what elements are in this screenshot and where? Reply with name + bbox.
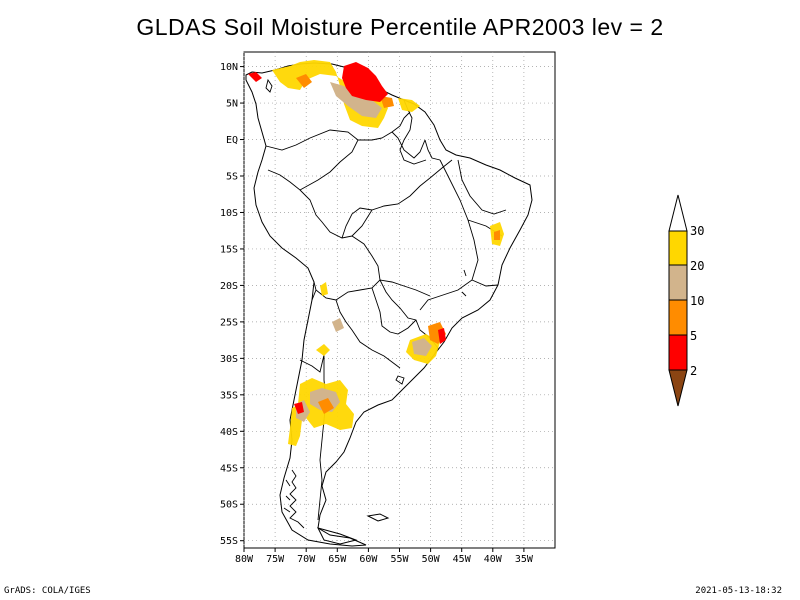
soil-moisture-shading xyxy=(248,60,504,446)
colorbar-label-5: 5 xyxy=(690,329,697,343)
y-tick-label: EQ xyxy=(226,135,238,146)
continent-coastline xyxy=(245,62,533,547)
shading-10-20-southern-brazil xyxy=(412,338,432,356)
y-tick-label: 45S xyxy=(220,463,238,474)
chile-archipelago xyxy=(283,469,305,529)
x-tick-label: 75W xyxy=(266,554,285,565)
lake-maracaibo xyxy=(265,78,273,93)
y-tick-label: 10N xyxy=(220,62,238,73)
colorbar-label-20: 20 xyxy=(690,259,704,273)
x-tick-label: 70W xyxy=(297,554,316,565)
shading-20-30-guiana-east xyxy=(398,98,420,112)
x-tick-label: 60W xyxy=(359,554,378,565)
x-tick-label: 80W xyxy=(235,554,254,565)
colorbar: 30 20 10 5 2 xyxy=(668,194,704,407)
country-borders xyxy=(265,99,507,521)
shading-2-5-venezuela-coast xyxy=(248,72,262,82)
colorbar-label-2: 2 xyxy=(690,364,697,378)
y-tick-label: 25S xyxy=(220,317,238,328)
colorbar-segment-2-5 xyxy=(668,334,688,371)
y-tick-label: 5S xyxy=(226,172,238,183)
shading-5-10-bahia xyxy=(494,230,500,240)
colorbar-label-30: 30 xyxy=(690,224,704,238)
y-tick-label: 50S xyxy=(220,500,238,511)
colorbar-segment-5-10 xyxy=(668,299,688,336)
y-tick-label: 30S xyxy=(220,354,238,365)
longitude-tick-labels: 80W 75W 70W 65W 60W 55W 50W 45W 40W 35W xyxy=(235,548,534,565)
x-tick-label: 45W xyxy=(453,554,472,565)
shading-2-5-venezuela xyxy=(342,62,388,102)
y-tick-label: 35S xyxy=(220,390,238,401)
shading-20-30-northwest-argentina xyxy=(316,344,330,356)
shading-2-5-southern-brazil xyxy=(438,328,446,344)
y-tick-label: 10S xyxy=(220,208,238,219)
footer-credit: GrADS: COLA/IGES xyxy=(4,586,91,596)
shading-2-5-central-chile xyxy=(294,402,304,414)
footer-timestamp: 2021-05-13-18:32 xyxy=(695,586,782,596)
lake-features xyxy=(395,269,467,385)
latitude-tick-labels: 10N 5N EQ 5S 10S 15S 20S 25S 30S 35S 40S 45S 50S 55S xyxy=(220,62,244,547)
y-tick-label: 20S xyxy=(220,281,238,292)
x-tick-label: 50W xyxy=(422,554,441,565)
colorbar-bottom-triangle xyxy=(668,369,688,407)
y-tick-label: 15S xyxy=(220,244,238,255)
falkland-islands xyxy=(366,513,390,522)
map-title: GLDAS Soil Moisture Percentile APR2003 l… xyxy=(136,14,664,40)
x-tick-label: 65W xyxy=(328,554,347,565)
colorbar-segment-10-20 xyxy=(668,264,688,301)
y-tick-label: 55S xyxy=(220,536,238,547)
shading-5-10-central-argentina xyxy=(318,398,334,414)
shading-5-10-guiana xyxy=(380,96,394,108)
colorbar-segment-20-30 xyxy=(668,230,688,266)
x-tick-label: 35W xyxy=(515,554,534,565)
y-tick-label: 40S xyxy=(220,427,238,438)
shading-10-20-paraguay xyxy=(332,318,344,332)
colorbar-label-10: 10 xyxy=(690,294,704,308)
shading-5-10-northern-venezuela xyxy=(296,74,312,88)
y-tick-label: 5N xyxy=(226,99,238,110)
grid-lines xyxy=(243,52,555,548)
shading-10-20-guiana xyxy=(330,82,382,118)
x-tick-label: 55W xyxy=(390,554,409,565)
tierra-del-fuego xyxy=(317,527,358,545)
x-tick-label: 40W xyxy=(484,554,503,565)
land-outline xyxy=(245,62,533,547)
shading-20-30-andes-patch xyxy=(320,282,328,296)
colorbar-top-triangle xyxy=(668,194,688,232)
